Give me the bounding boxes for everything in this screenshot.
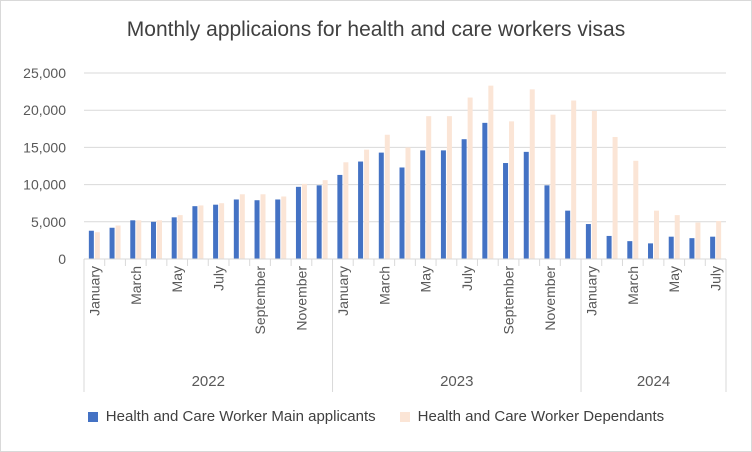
bar-dependants bbox=[446, 116, 452, 259]
bar-dependants bbox=[405, 147, 411, 259]
x-group-label-year: 2024 bbox=[637, 373, 670, 390]
bar-dependants bbox=[301, 183, 307, 259]
bar-dependants bbox=[136, 220, 142, 259]
bar-main bbox=[399, 167, 405, 259]
bar-main bbox=[420, 150, 426, 259]
y-tick-label: 5,000 bbox=[31, 214, 66, 230]
legend-label-main: Health and Care Worker Main applicants bbox=[105, 408, 376, 425]
bar-dependants bbox=[488, 85, 494, 259]
bar-main bbox=[171, 217, 177, 259]
bar-dependants bbox=[343, 162, 349, 259]
bar-main bbox=[130, 220, 136, 259]
x-tick-label-month: September bbox=[501, 266, 517, 335]
legend-swatch-dependants bbox=[399, 411, 410, 422]
bar-dependants bbox=[322, 180, 328, 259]
bar-dependants bbox=[571, 100, 577, 259]
x-tick-label-month: July bbox=[708, 266, 724, 291]
bar-main bbox=[503, 163, 509, 259]
y-tick-label: 20,000 bbox=[23, 102, 66, 118]
bar-main bbox=[565, 210, 571, 259]
y-tick-label: 10,000 bbox=[23, 177, 66, 193]
bar-main bbox=[192, 206, 198, 259]
bar-dependants bbox=[281, 196, 287, 259]
x-tick-label-month: January bbox=[583, 266, 599, 316]
x-tick-label-month: March bbox=[625, 266, 641, 305]
bar-dependants bbox=[612, 136, 618, 259]
y-tick-label: 15,000 bbox=[23, 139, 66, 155]
bar-dependants bbox=[177, 215, 183, 259]
bar-dependants bbox=[260, 194, 266, 259]
x-tick-label-month: November bbox=[542, 266, 558, 331]
bar-dependants bbox=[239, 194, 245, 259]
x-tick-label-month: January bbox=[335, 266, 351, 316]
bar-main bbox=[275, 199, 281, 259]
y-tick-label: 25,000 bbox=[23, 65, 66, 81]
x-tick-label-month: July bbox=[459, 266, 475, 291]
bar-main bbox=[440, 150, 446, 259]
bar-dependants bbox=[94, 232, 100, 259]
x-tick-label-month: July bbox=[211, 266, 227, 291]
y-tick-label: 0 bbox=[58, 251, 66, 267]
bar-main bbox=[668, 236, 674, 259]
bar-main bbox=[378, 152, 384, 259]
bar-dependants bbox=[426, 116, 432, 259]
bar-dependants bbox=[509, 121, 515, 259]
legend-swatch-main bbox=[87, 411, 98, 422]
bar-dependants bbox=[364, 149, 370, 259]
bar-dependants bbox=[467, 97, 473, 259]
bar-main bbox=[109, 227, 115, 259]
bar-dependants bbox=[550, 114, 556, 259]
bar-dependants bbox=[115, 225, 121, 259]
bar-main bbox=[213, 204, 219, 259]
x-tick-label-month: May bbox=[666, 266, 682, 292]
bar-main bbox=[295, 186, 301, 259]
legend-item-main: Health and Care Worker Main applicants bbox=[87, 408, 376, 425]
bar-main bbox=[689, 238, 695, 259]
x-tick-label-month: March bbox=[128, 266, 144, 305]
x-tick-label-month: January bbox=[86, 266, 102, 316]
chart-legend: Health and Care Worker Main applicants H… bbox=[0, 408, 752, 425]
bar-main bbox=[544, 185, 550, 259]
chart-title: Monthly applicaions for health and care … bbox=[126, 18, 626, 41]
bar-dependants bbox=[219, 203, 225, 259]
bar-dependants bbox=[156, 220, 162, 259]
bar-main bbox=[585, 224, 591, 259]
x-tick-label-month: May bbox=[169, 266, 185, 292]
bar-main bbox=[606, 235, 612, 259]
bar-main bbox=[461, 139, 467, 259]
bar-main bbox=[482, 122, 488, 260]
bar-dependants bbox=[198, 205, 204, 259]
bar-main bbox=[150, 221, 156, 259]
x-tick-label-month: March bbox=[376, 266, 392, 305]
bar-dependants bbox=[529, 89, 535, 259]
bar-dependants bbox=[654, 210, 660, 259]
bar-dependants bbox=[695, 222, 701, 259]
bar-main bbox=[358, 161, 364, 259]
bar-dependants bbox=[591, 110, 597, 259]
legend-label-dependants: Health and Care Worker Dependants bbox=[417, 408, 665, 425]
bar-main bbox=[710, 236, 716, 259]
x-group-label-year: 2023 bbox=[440, 373, 473, 390]
bar-main bbox=[316, 185, 322, 259]
bar-dependants bbox=[633, 160, 639, 259]
bar-main bbox=[233, 199, 239, 259]
bar-dependants bbox=[716, 221, 722, 259]
bar-main bbox=[88, 230, 94, 259]
bar-main bbox=[254, 200, 260, 259]
bar-main bbox=[337, 174, 343, 259]
bar-main bbox=[648, 243, 654, 259]
bar-dependants bbox=[384, 134, 390, 259]
x-group-label-year: 2022 bbox=[192, 373, 225, 390]
bar-dependants bbox=[674, 215, 680, 259]
legend-item-dependants: Health and Care Worker Dependants bbox=[399, 408, 665, 425]
bar-main bbox=[627, 241, 633, 259]
x-tick-label-month: September bbox=[252, 266, 268, 335]
x-tick-label-month: November bbox=[293, 266, 309, 331]
bar-main bbox=[523, 151, 529, 259]
x-tick-label-month: May bbox=[418, 266, 434, 292]
